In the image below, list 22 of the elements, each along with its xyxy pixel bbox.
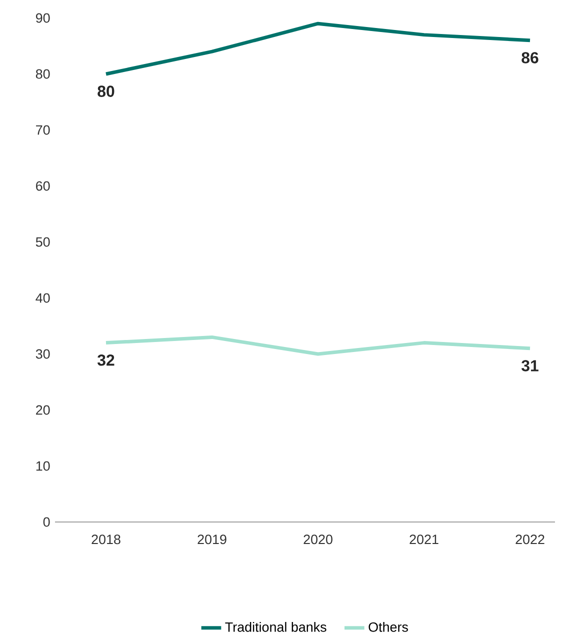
data-label: 31 <box>522 360 538 372</box>
y-tick-label: 50 <box>36 237 50 247</box>
y-tick-label: 30 <box>36 349 50 359</box>
x-tick-label: 2020 <box>304 534 332 544</box>
y-tick-label: 40 <box>36 293 50 303</box>
x-tick-label: 2019 <box>198 534 226 544</box>
y-tick-label: 60 <box>36 181 50 191</box>
y-tick-label: 20 <box>36 405 50 415</box>
x-tick-label: 2021 <box>410 534 438 544</box>
data-label: 32 <box>97 354 114 366</box>
legend-label: Others <box>368 622 408 632</box>
y-tick-label: 70 <box>36 125 50 135</box>
x-tick-label: 2018 <box>92 534 120 544</box>
y-tick-label: 80 <box>36 69 50 79</box>
legend-label: Traditional banks <box>225 622 326 632</box>
y-tick-label: 0 <box>43 517 50 527</box>
y-tick-label: 90 <box>36 13 50 23</box>
y-tick-label: 10 <box>36 461 50 471</box>
line-series <box>104 335 532 356</box>
x-tick-label: 2022 <box>516 534 544 544</box>
data-label: 80 <box>98 86 114 97</box>
data-label: 86 <box>522 52 538 64</box>
